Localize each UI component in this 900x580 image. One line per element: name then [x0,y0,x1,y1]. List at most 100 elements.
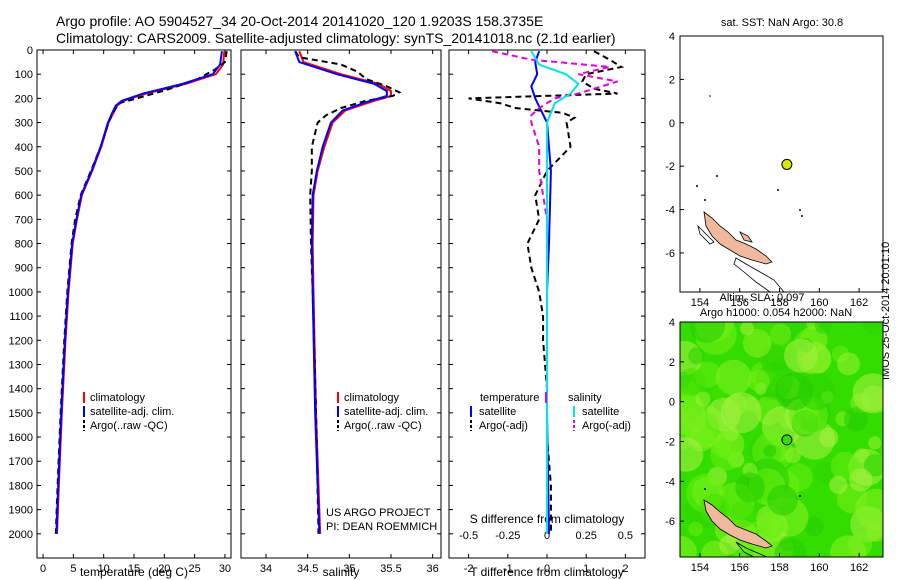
sla-texture-cell [711,386,725,400]
sla-texture-cell [689,322,725,343]
sla-float-marker [781,434,793,446]
depth-tick-label: 1300 [9,359,33,371]
depth-tick-label: 1200 [9,335,33,347]
sla-texture-cell [784,338,818,373]
xtick-label: 2 [622,563,628,575]
sla-texture-cell [852,373,883,414]
xtick-label: 30 [219,563,231,575]
depth-tick-label: 1100 [9,311,33,323]
sla-texture-cell [682,410,720,447]
series-line-temperature-argo-adj- [468,50,625,534]
depth-tick-label: 1400 [9,384,33,396]
sla-texture-cell [863,453,883,477]
sla-texture-cell [763,444,777,458]
sla-texture-cell [829,475,848,495]
xtick-label: 34 [260,563,272,575]
sla-texture-cell [779,536,795,551]
sla-texture-cell [855,488,883,531]
xtick-label: 34.5 [297,563,318,575]
sla-title-line2: Argo h1000: 0.054 h2000: NaN [700,307,852,319]
sla-texture-cell [695,391,711,407]
series-line-satellite-adj-clim- [294,50,388,534]
sla-texture-cell [767,485,798,516]
sla-texture-cell [735,472,765,503]
map-lat-label: -6 [665,248,675,260]
xtick-label: 36 [427,563,439,575]
sla-texture-cell [742,329,772,358]
sst-float-marker [781,158,793,170]
depth-tick-label: 0 [27,45,33,57]
sla-texture-cell [775,372,813,411]
difference-legend: temperature salinity satellite Argo(-adj… [470,392,631,432]
xtick-label: 1 [583,563,589,575]
sla-texture-cell [785,447,801,464]
sla-texture-cell [719,535,739,555]
map-lat-label: 4 [669,31,675,43]
sla-title-line1: Altim. SLA: 0.097 [720,292,805,304]
series-line-climatology [56,51,226,534]
depth-tick-label: 1900 [9,505,33,517]
depth-tick-label: 600 [15,190,33,202]
legend-argo: Argo(..raw -QC) [90,420,168,432]
xtick-label: -1 [503,563,513,575]
map-lat-label: -6 [665,516,675,528]
salinity-panel-frame [240,49,442,559]
map-lat-label: 0 [669,118,675,130]
depth-tick-label: 700 [15,214,33,226]
sla-texture-cell [747,369,770,392]
depth-tick-label: 300 [15,118,33,130]
map-lon-label: 160 [810,562,828,574]
sla-texture-cell [844,407,869,432]
depth-tick-label: 800 [15,239,33,251]
xtick-label: 25 [189,563,201,575]
legend-salinity-title: salinity [568,392,602,404]
depth-tick-label: 1800 [9,480,33,492]
map-lon-label: 160 [810,297,828,309]
project-annotation: US ARGO PROJECT [326,507,431,519]
sla-texture-cell [814,322,832,334]
sst-map-title: sat. SST: NaN Argo: 30.8 [721,17,843,29]
map-lat-label: -4 [665,476,675,488]
sla-texture-cell [688,347,705,365]
map-lon-label: 154 [691,297,709,309]
map-lat-label: 2 [669,357,675,369]
xtick-label: 35 [343,563,355,575]
xtick-label: 35.5 [380,563,401,575]
sla-texture-cell [758,511,785,539]
series-line-argo-raw-qc- [294,50,402,534]
map-lon-label: 156 [731,297,749,309]
sla-texture-cell [815,461,836,483]
sla-texture-cell [680,368,706,397]
xtick-label: -2 [464,563,474,575]
sla-texture-cell [868,436,882,450]
map-lon-label: 156 [731,562,749,574]
sla-texture-cell [680,535,697,557]
depth-tick-label: 1000 [9,287,33,299]
depth-tick-label: 200 [15,93,33,105]
legend-temperature-title: temperature [480,392,539,404]
map-lat-label: 2 [669,74,675,86]
sla-texture-cell [837,352,860,376]
xtick-label: -0.5 [459,530,478,542]
sla-texture-cell [720,392,762,434]
xtick-label: 15 [128,563,140,575]
header-line-1: Argo profile: AO 5904527_34 20-Oct-2014 … [56,13,544,29]
map-lon-label: 158 [770,562,788,574]
temperature-legend: climatology satellite-adj. clim. Argo(..… [83,392,174,432]
depth-tick-label: 2000 [9,529,33,541]
legend-climatology: climatology [90,392,146,404]
sla-texture-cell [804,516,824,537]
xtick-label: 0 [544,563,550,575]
depth-tick-label: 500 [15,166,33,178]
sla-texture-cell [866,522,883,542]
xtick-label: 10 [98,563,110,575]
salinity-legend: climatology satellite-adj. clim. Argo(..… [337,392,428,432]
map-lon-label: 154 [691,562,709,574]
sla-texture-cell [715,359,752,396]
depth-tick-label: 1700 [9,456,33,468]
map-lat-label: -4 [665,205,675,217]
legend-satellite-adj-s: satellite-adj. clim. [344,406,428,418]
map-lat-label: -2 [665,161,675,173]
map-lon-label: 158 [770,297,788,309]
